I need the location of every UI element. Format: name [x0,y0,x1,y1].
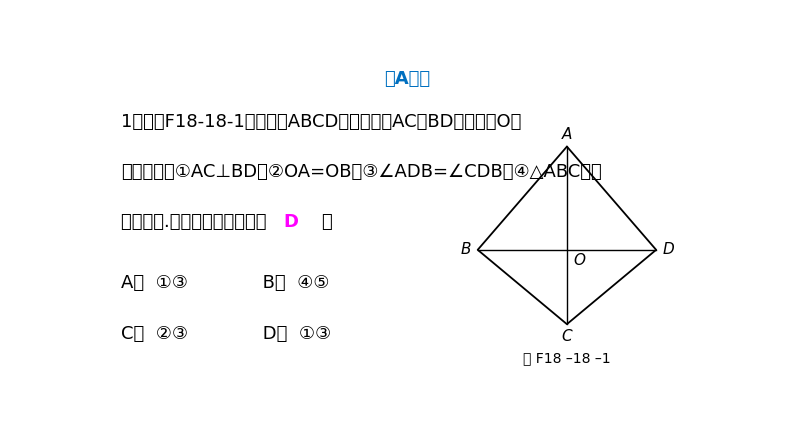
Text: 【A组】: 【A组】 [384,71,430,89]
Text: O: O [573,253,585,268]
Text: D: D [663,242,675,257]
Text: A．  ①③             B．  ④⑤: A． ①③ B． ④⑤ [121,274,330,291]
Text: D: D [283,213,299,231]
Text: C．  ②③             D．  ①③: C． ②③ D． ①③ [121,325,331,343]
Text: B: B [461,242,471,257]
Text: 下列结论：①AC⊥BD；②OA=OB；③∠ADB=∠CDB；④△ABC是等: 下列结论：①AC⊥BD；②OA=OB；③∠ADB=∠CDB；④△ABC是等 [121,164,602,181]
Text: 图 F18 –18 –1: 图 F18 –18 –1 [523,352,611,366]
Text: 边三角形.其中一定成立的是（: 边三角形.其中一定成立的是（ [121,213,283,231]
Text: 1．如图F18-18-1，在菱形ABCD中，对角线AC，BD相交于点O，: 1．如图F18-18-1，在菱形ABCD中，对角线AC，BD相交于点O， [121,114,521,131]
Text: ）: ） [299,213,332,231]
Text: A: A [561,127,572,142]
Text: C: C [561,329,572,343]
